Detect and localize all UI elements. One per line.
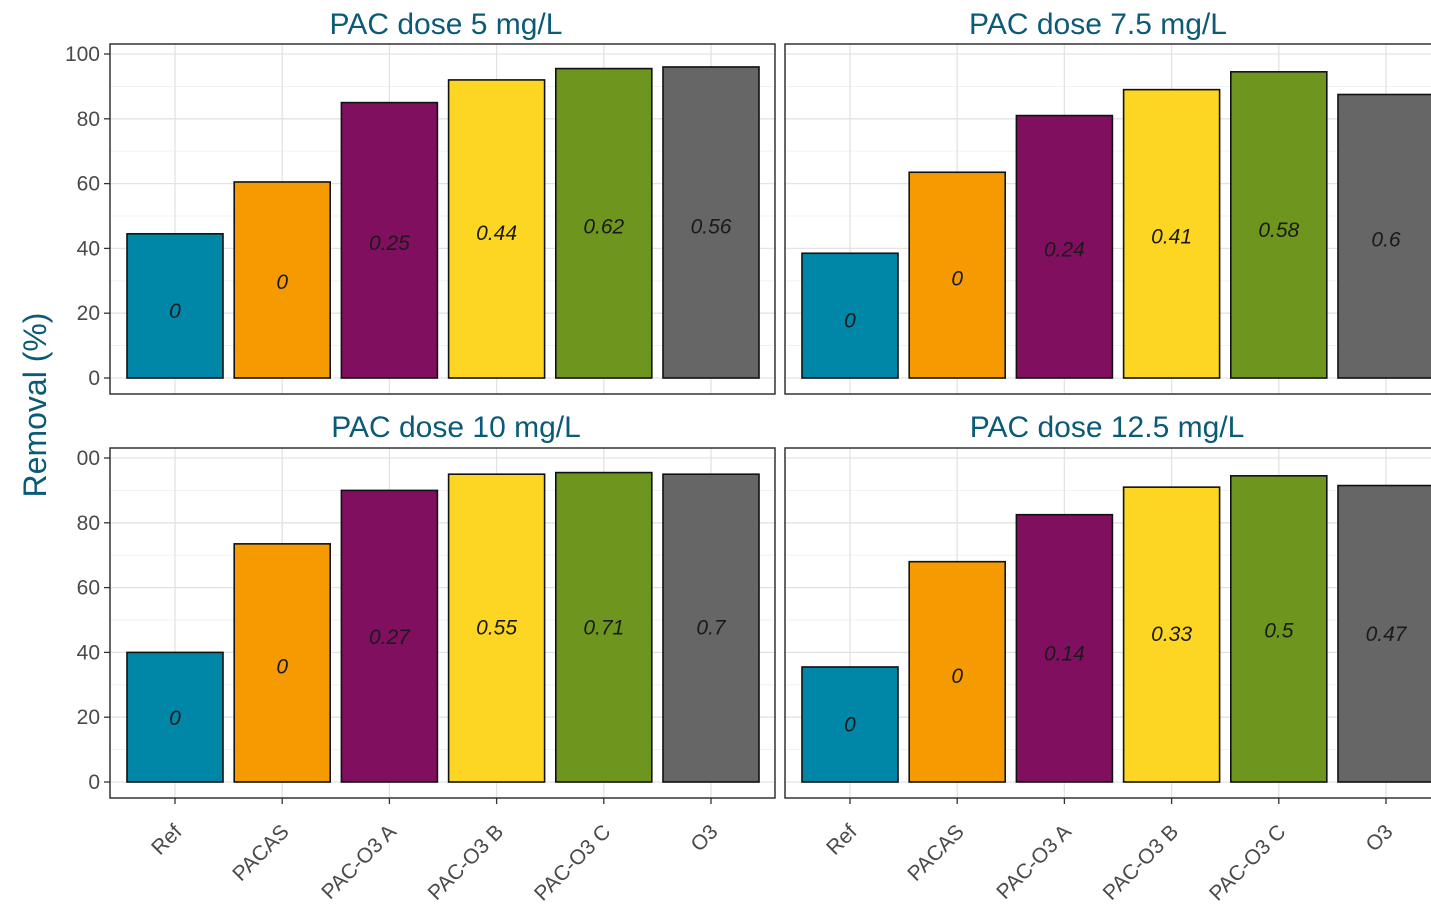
x-tick-label: PACAS — [228, 820, 294, 886]
bar-pac-o3-b — [1122, 486, 1221, 783]
panel-border — [109, 447, 776, 799]
bar-pac-o3-a — [1015, 513, 1114, 783]
bar-o3 — [662, 473, 760, 783]
bar-value-label: 0.71 — [583, 616, 624, 639]
x-tick-label: PAC-O3 B — [1099, 820, 1183, 904]
bar-pacas — [908, 560, 1007, 783]
y-tick-label: 80 — [77, 108, 100, 131]
bar-pacas — [233, 181, 331, 379]
bar-value-label: 0 — [169, 707, 181, 730]
y-tick-label: 0 — [88, 771, 100, 794]
panel-border — [784, 43, 1431, 395]
x-tick-label: O3 — [1361, 820, 1397, 856]
bar-pac-o3-c — [1230, 71, 1328, 379]
bar-o3 — [662, 66, 760, 379]
bar-o3 — [1337, 93, 1431, 379]
bar-o3 — [1337, 484, 1431, 783]
bar-value-label: 0.56 — [691, 216, 732, 239]
bar-value-label: 0.33 — [1151, 623, 1192, 646]
panel-title: PAC dose 7.5 mg/L — [969, 8, 1227, 41]
bar-pac-o3-a — [340, 489, 439, 783]
bar-value-label: 0.14 — [1044, 642, 1085, 665]
bar-pacas — [908, 171, 1007, 379]
bar-value-label: 0.25 — [369, 232, 410, 255]
y-tick-label: 60 — [77, 577, 100, 600]
bar-pac-o3-b — [447, 473, 546, 783]
bar-pac-o3-b — [1122, 88, 1221, 379]
y-tick-label: 100 — [65, 43, 100, 66]
y-tick-label: 60 — [77, 173, 100, 196]
panel-2: PAC dose 7.5 mg/L 0 0 0.24 0.41 0.58 0.6 — [784, 8, 1431, 395]
x-tick-label: O3 — [686, 820, 722, 856]
y-tick-label: 20 — [77, 302, 100, 325]
bar-pac-o3-c — [554, 67, 653, 379]
y-axis-label: Removal (%) — [17, 313, 53, 498]
bar-pac-o3-c — [554, 471, 653, 783]
panel-title: PAC dose 10 mg/L — [331, 411, 581, 444]
panel-4: PAC dose 12.5 mg/L 0 0 0.14 0.33 0.5 0.47 Ref PA… — [784, 411, 1431, 906]
x-tick-label: PAC-O3 C — [1205, 820, 1290, 905]
panel-border — [109, 43, 776, 395]
bar-value-label: 0.7 — [696, 616, 727, 639]
x-tick-label: PAC-O3 A — [992, 820, 1076, 904]
x-tick-label: PAC-O3 A — [317, 820, 401, 904]
bar-value-label: 0 — [951, 665, 963, 688]
bar-value-label: 0.47 — [1366, 623, 1408, 646]
x-tick-label: PACAS — [903, 820, 969, 886]
bar-pac-o3-c — [1230, 475, 1328, 783]
bar-ref — [126, 233, 224, 379]
bar-pac-o3-a — [1015, 114, 1114, 379]
x-tick-label: Ref — [822, 820, 861, 859]
y-tick-label: 00 — [77, 447, 100, 470]
bar-value-label: 0 — [844, 714, 856, 737]
bar-value-label: 0.6 — [1371, 229, 1401, 252]
bar-value-label: 0 — [169, 300, 181, 323]
panel-title: PAC dose 5 mg/L — [330, 8, 563, 41]
panel-border — [784, 447, 1431, 799]
bar-value-label: 0 — [276, 655, 288, 678]
bar-ref — [801, 252, 899, 379]
bar-value-label: 0.27 — [369, 626, 411, 649]
bar-pac-o3-b — [447, 79, 546, 379]
panel-title: PAC dose 12.5 mg/L — [970, 411, 1245, 444]
bar-value-label: 0 — [844, 310, 856, 333]
y-tick-label: 0 — [88, 367, 100, 390]
bar-value-label: 0.24 — [1044, 238, 1085, 261]
x-tick-label: PAC-O3 C — [530, 820, 615, 905]
bar-value-label: 0.55 — [476, 616, 517, 639]
bar-value-label: 0.62 — [583, 216, 624, 239]
y-tick-label: 40 — [77, 641, 100, 664]
bar-value-label: 0 — [951, 268, 963, 291]
y-tick-label: 80 — [77, 512, 100, 535]
bar-value-label: 0.58 — [1258, 219, 1299, 242]
x-tick-label: Ref — [147, 820, 186, 859]
bar-pac-o3-a — [340, 101, 439, 379]
x-tick-label: PAC-O3 B — [424, 820, 508, 904]
panel-1: PAC dose 5 mg/L 0 0 0.25 0.44 0.62 0.56 0 20 40 60… — [65, 8, 776, 395]
bar-value-label: 0 — [276, 271, 288, 294]
bar-value-label: 0.5 — [1264, 620, 1294, 643]
bar-ref — [801, 666, 899, 783]
y-tick-label: 20 — [77, 706, 100, 729]
bar-value-label: 0.44 — [476, 222, 517, 245]
bar-value-label: 0.41 — [1151, 225, 1192, 248]
bar-pacas — [233, 543, 331, 783]
y-tick-label: 40 — [77, 237, 100, 260]
bar-ref — [126, 651, 224, 783]
